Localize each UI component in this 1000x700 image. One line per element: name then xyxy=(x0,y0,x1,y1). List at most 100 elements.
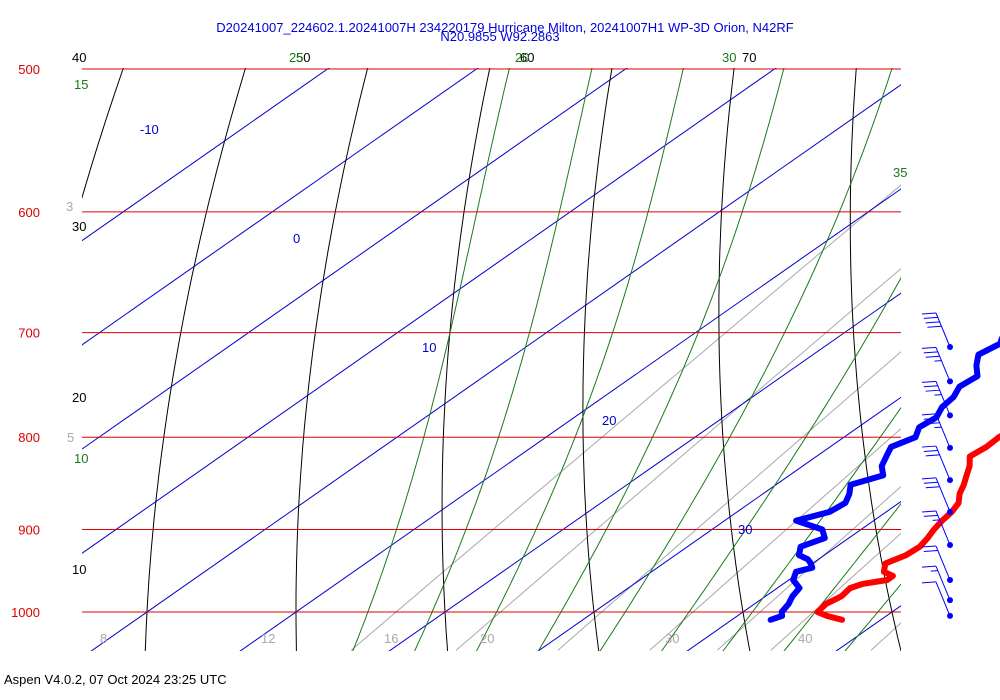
dewpoint-point xyxy=(974,363,979,368)
isotherm-line xyxy=(537,396,901,651)
temperature-point xyxy=(961,482,966,487)
dry-adiabat-line xyxy=(582,68,613,651)
wind-barb xyxy=(921,346,953,385)
moist-adiabat-line xyxy=(352,68,510,651)
line-label: -10 xyxy=(140,122,159,137)
isotherm-line xyxy=(835,605,901,651)
line-label: 35 xyxy=(893,165,907,180)
dry-adiabat-line xyxy=(295,68,369,651)
dewpoint-point xyxy=(884,454,889,459)
dewpoint-point xyxy=(843,500,848,506)
temperature-point xyxy=(931,527,937,532)
dry-adiabat-line xyxy=(144,68,247,651)
pressure-axis-labels: 500 600 700 800 900 1000 xyxy=(11,62,40,620)
temperature-point xyxy=(967,463,972,469)
dewpoint-point xyxy=(810,565,815,570)
mixing-ratio-line xyxy=(350,184,901,651)
temperature-point xyxy=(964,473,969,478)
temperature-point xyxy=(984,444,989,450)
dry-adiabat-line xyxy=(0,0,34,687)
line-label: 10 xyxy=(422,340,436,355)
line-label: 25 xyxy=(289,50,303,65)
dewpoint-point xyxy=(790,594,795,599)
mixing-ratio-line xyxy=(649,428,901,651)
moist-adiabat-line xyxy=(537,68,785,651)
temperature-point xyxy=(957,491,962,496)
dewpoint-point xyxy=(798,544,803,549)
dewpoint-point xyxy=(791,577,796,583)
dewpoint-point xyxy=(879,463,884,469)
line-label: 8 xyxy=(100,631,107,646)
dewpoint-point xyxy=(820,527,825,532)
pressure-tick-label: 900 xyxy=(18,522,40,537)
line-label: 30 xyxy=(665,631,679,646)
temperature-point xyxy=(925,535,930,541)
dewpoint-point xyxy=(913,435,918,440)
chart-title-line1: D20241007_224602.1.20241007H 234220179 H… xyxy=(216,20,793,35)
dewpoint-point xyxy=(796,552,802,558)
temperature-point xyxy=(917,544,922,549)
moist-adiabat-line xyxy=(722,406,901,651)
line-label: 20 xyxy=(72,390,86,405)
temperature-point xyxy=(839,594,844,599)
line-label: 0 xyxy=(293,231,300,246)
dewpoint-point xyxy=(881,473,886,478)
moist-adiabat-line xyxy=(414,68,593,651)
pressure-tick-label: 700 xyxy=(18,326,40,341)
dewpoint-point xyxy=(768,617,773,622)
dewpoint-point xyxy=(808,561,813,566)
dewpoint-point xyxy=(997,341,1000,346)
chart-title-line2: N20.9855 W92.2863 xyxy=(440,29,559,44)
dewpoint-point xyxy=(976,352,981,357)
line-label: 50 xyxy=(296,50,310,65)
temperature-point xyxy=(824,613,829,619)
dewpoint-point xyxy=(793,569,799,574)
dewpoint-point xyxy=(847,491,852,496)
isotherm-line xyxy=(686,500,901,651)
dewpoint-point xyxy=(786,601,791,607)
dewpoint-point xyxy=(939,405,945,410)
line-label: 40 xyxy=(798,631,812,646)
temperature-point xyxy=(839,617,845,622)
dry-adiabat-line xyxy=(441,68,491,651)
wind-barb xyxy=(921,510,953,548)
dewpoint-point xyxy=(888,444,894,450)
temperature-point xyxy=(890,573,896,579)
dewpoint-point xyxy=(793,518,799,523)
footer-version-text: Aspen V4.0.2, 07 Oct 2024 23:25 UTC xyxy=(4,672,227,687)
wind-barb xyxy=(921,545,953,584)
dry-adiabat-line xyxy=(82,68,124,200)
moist-adiabat-line xyxy=(475,68,684,651)
line-label: 10 xyxy=(72,562,86,577)
dewpoint-point xyxy=(797,585,802,591)
line-label: 10 xyxy=(74,451,88,466)
temperature-point xyxy=(815,609,820,615)
wind-barb xyxy=(921,477,953,515)
temperature-point xyxy=(884,577,890,583)
moist-adiabat-line xyxy=(844,583,901,651)
line-label: 20 xyxy=(480,631,494,646)
mixing-ratio-line xyxy=(557,351,901,651)
dewpoint-point xyxy=(975,373,980,379)
temperature-point xyxy=(859,581,865,587)
series-layer xyxy=(767,335,1000,623)
line-label: 30 xyxy=(72,219,86,234)
wind-barb xyxy=(921,413,953,451)
temperature-point xyxy=(904,552,909,558)
line-label: 15 xyxy=(74,77,88,92)
isotherm-line xyxy=(82,68,330,242)
dewpoint-point xyxy=(957,384,962,389)
mixing-ratio-line xyxy=(716,485,901,651)
line-label: 40 xyxy=(72,50,86,65)
line-label: 60 xyxy=(520,50,534,65)
wind-barb xyxy=(921,565,953,604)
dewpoint-point xyxy=(827,509,832,515)
temperature-point xyxy=(823,601,828,607)
line-label: 70 xyxy=(742,50,756,65)
dewpoint-point xyxy=(848,482,853,487)
wind-barb xyxy=(921,581,953,619)
isotherm-line xyxy=(934,0,1000,687)
temperature-point xyxy=(939,518,945,523)
